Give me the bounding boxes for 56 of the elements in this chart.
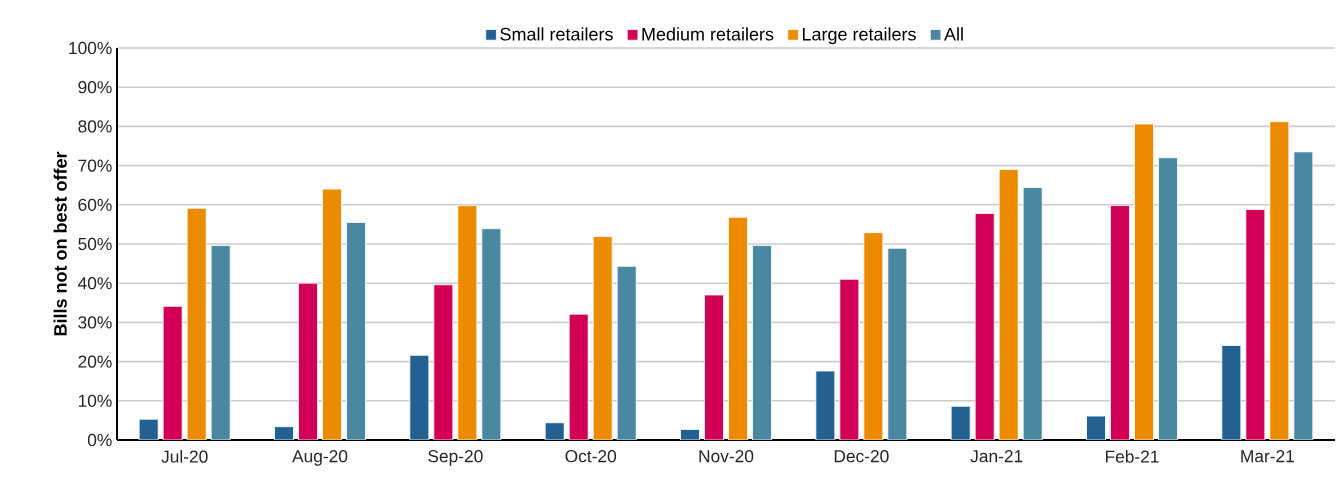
bar — [322, 188, 342, 440]
bar — [568, 313, 589, 440]
bar — [1022, 187, 1043, 440]
legend-label: Small retailers — [500, 27, 613, 41]
x-tick-label: Mar-21 — [1241, 450, 1294, 463]
y-axis-title: Bills not on best offer — [53, 151, 67, 336]
bar — [210, 245, 231, 440]
bar — [998, 169, 1019, 440]
bar — [346, 222, 366, 440]
legend-label: Medium retailers — [642, 27, 774, 41]
legend-label: All — [944, 27, 963, 41]
bar — [1110, 205, 1130, 440]
bar — [728, 216, 748, 440]
bar — [815, 370, 836, 440]
bar — [1293, 151, 1314, 440]
bar — [704, 294, 724, 440]
y-tick-label: 20% — [78, 355, 112, 368]
x-tick-label: Jan-21 — [970, 450, 1023, 463]
bar — [457, 205, 478, 440]
x-tick-label: Feb-21 — [1105, 450, 1159, 463]
bar — [186, 207, 207, 440]
bar — [592, 236, 613, 440]
bar — [1158, 157, 1178, 440]
bar — [1245, 209, 1266, 440]
y-tick-label: 60% — [78, 198, 112, 211]
y-tick-label: 30% — [78, 316, 112, 329]
y-tick-label: 80% — [78, 120, 112, 133]
y-tick-label: 70% — [78, 159, 112, 172]
x-tick-label: Aug-20 — [292, 450, 348, 466]
bar — [433, 284, 454, 440]
bar — [162, 305, 183, 440]
y-tick-label: 10% — [78, 394, 112, 407]
bar — [481, 228, 502, 440]
y-tick-label: 50% — [78, 237, 112, 251]
bar — [298, 282, 318, 440]
bar — [752, 245, 772, 440]
bar — [974, 213, 995, 440]
y-tick-label: 90% — [78, 81, 112, 94]
y-tick-label: 40% — [78, 277, 112, 290]
x-tick-label: Oct-20 — [565, 450, 617, 463]
bar — [1269, 121, 1290, 440]
bar — [863, 232, 884, 440]
y-tick-label: 100% — [69, 41, 112, 55]
bar — [1221, 345, 1242, 440]
bar — [887, 247, 908, 440]
x-tick-label: Nov-20 — [699, 450, 754, 463]
bar — [950, 405, 971, 440]
bar — [616, 265, 637, 440]
x-tick-label: Dec-20 — [834, 450, 889, 463]
bar — [409, 354, 430, 440]
bar — [839, 278, 860, 440]
legend-label: Large retailers — [802, 27, 916, 45]
x-tick-label: Sep-20 — [428, 450, 483, 466]
bar — [1134, 123, 1154, 440]
x-tick-label: Jul-20 — [161, 450, 208, 463]
y-tick-label: 0% — [87, 433, 112, 447]
